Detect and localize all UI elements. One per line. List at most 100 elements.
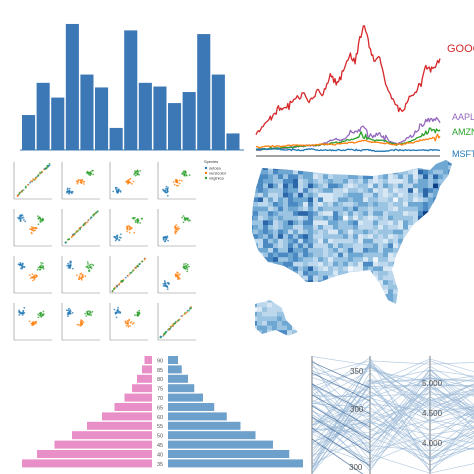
county-cell — [428, 234, 434, 240]
scatter-point — [82, 321, 85, 324]
county-cell — [418, 261, 424, 267]
scatter-point — [30, 322, 33, 325]
county-cell — [308, 206, 314, 212]
county-cell — [258, 257, 264, 263]
county-cell — [393, 197, 399, 203]
county-cell — [333, 160, 339, 166]
pyramid-age-label: 60 — [157, 415, 163, 421]
county-cell — [343, 179, 349, 184]
county-cell — [252, 289, 254, 295]
county-cell — [448, 289, 452, 295]
county-cell — [383, 243, 389, 249]
county-cell — [383, 188, 389, 194]
county-cell — [378, 303, 384, 304]
scatter-point — [116, 189, 119, 192]
county-cell — [418, 243, 424, 249]
alaska-cell — [262, 300, 268, 303]
county-cell — [278, 160, 284, 166]
county-cell — [403, 280, 409, 286]
scatter-point — [18, 215, 21, 218]
county-cell — [278, 261, 284, 267]
county-cell — [258, 165, 264, 171]
county-cell — [433, 280, 439, 286]
county-cell — [363, 165, 369, 171]
county-cell — [268, 234, 274, 240]
county-cell — [348, 183, 354, 189]
county-cell — [433, 266, 439, 272]
county-cell — [303, 266, 309, 272]
county-cell — [278, 238, 284, 244]
county-cell — [378, 275, 384, 281]
county-cell — [378, 308, 383, 313]
alaska-cell — [287, 339, 292, 344]
county-cell — [428, 220, 434, 226]
county-cell — [453, 243, 458, 248]
stock-series-labels: GOOG AAPL AMZN MSFT — [447, 43, 474, 159]
county-cell — [428, 179, 434, 184]
scatter-point — [96, 210, 99, 213]
scatter-point — [88, 269, 91, 272]
county-cell — [308, 220, 314, 226]
county-cell — [378, 243, 384, 249]
county-cell — [298, 183, 304, 189]
county-cell — [358, 266, 364, 272]
alaska-cell — [277, 302, 283, 308]
county-cell — [408, 294, 414, 299]
county-cell — [363, 284, 369, 290]
scatter-point — [126, 319, 129, 322]
county-cell — [252, 202, 254, 207]
scatter-point — [21, 190, 23, 193]
county-cell — [338, 160, 344, 161]
scatter-point — [22, 262, 24, 265]
scatter-point — [86, 170, 89, 173]
county-cell — [313, 275, 319, 281]
county-cell — [318, 169, 324, 175]
alaska-cell — [272, 330, 278, 336]
scatter-point — [173, 322, 176, 325]
county-cell — [338, 271, 344, 276]
parallel-line-dark — [311, 438, 364, 474]
county-cell — [398, 179, 404, 184]
county-cell — [423, 160, 429, 166]
county-cell — [378, 165, 384, 171]
county-cell — [418, 238, 424, 244]
county-cell — [363, 160, 369, 166]
scatter-point — [38, 312, 41, 315]
county-cell — [343, 197, 349, 203]
scatter-point — [164, 282, 166, 285]
county-cell — [383, 229, 389, 235]
histogram-bar — [168, 103, 182, 150]
county-cell — [423, 220, 429, 226]
scatter-point — [119, 312, 122, 314]
county-cell — [393, 206, 399, 212]
alaska-cell — [257, 330, 263, 336]
alaska-cell — [272, 325, 278, 331]
county-cell — [398, 215, 404, 221]
county-cell — [253, 169, 259, 175]
scatter-point — [176, 271, 179, 274]
county-cell — [333, 179, 339, 184]
scatter-point — [19, 220, 22, 223]
county-cell — [353, 197, 359, 203]
county-cell — [273, 174, 279, 180]
county-cell — [423, 303, 429, 304]
county-cell — [433, 197, 439, 203]
county-cell — [343, 188, 349, 194]
county-cell — [428, 188, 434, 194]
parallel-line — [311, 369, 474, 461]
county-cell — [433, 183, 439, 189]
county-cell — [308, 202, 314, 207]
scatter-point — [176, 228, 179, 231]
county-cell — [383, 271, 389, 276]
county-cell — [398, 165, 404, 171]
county-cell — [323, 197, 329, 203]
county-cell — [268, 174, 274, 180]
county-cell — [358, 229, 364, 235]
county-cell — [423, 174, 429, 180]
county-cell — [303, 183, 309, 189]
county-cell — [423, 206, 429, 212]
county-cell — [313, 192, 319, 198]
county-cell — [358, 183, 364, 189]
scatter-point — [24, 220, 27, 223]
pyramid-bar-left — [132, 384, 152, 393]
